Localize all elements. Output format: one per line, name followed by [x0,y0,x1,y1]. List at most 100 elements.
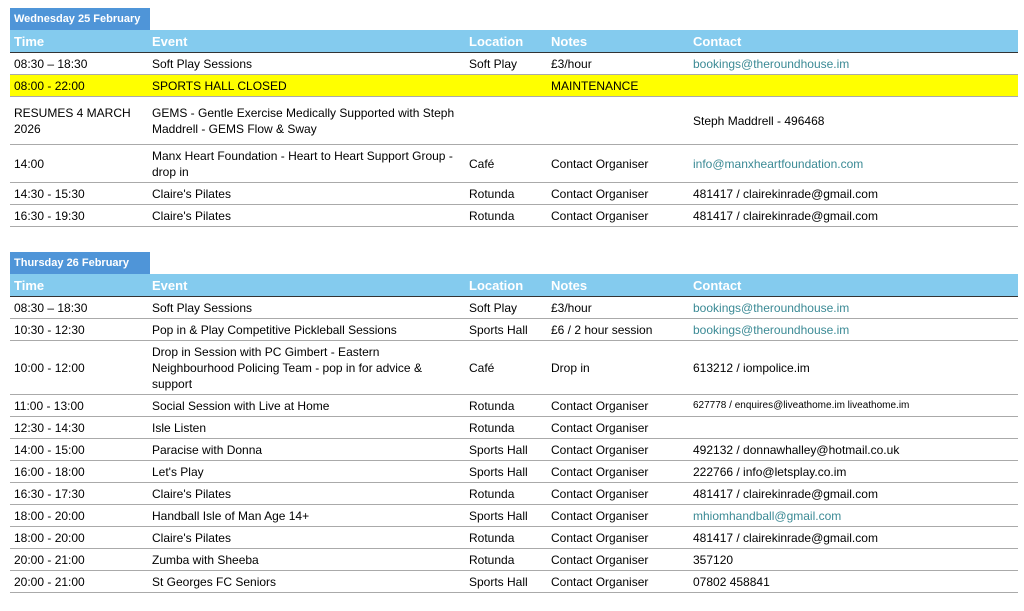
cell: £6 / 2 hour session [547,318,689,341]
cell: Soft Play [465,296,547,319]
cell: 492132 / donnawhalley@hotmail.co.uk [689,438,1018,461]
cell: 14:00 - 15:00 [10,438,148,461]
cell: Zumba with Sheeba [148,548,465,571]
cell [689,416,1018,439]
cell: 18:00 - 20:00 [10,504,148,527]
schedule-row: 18:00 - 20:00 Claire's Pilates Rotunda Cont… [10,526,1018,549]
cell: Sports Hall [465,438,547,461]
day-tab: Thursday 26 February [10,252,150,274]
cell: Rotunda [465,394,547,417]
email-link[interactable]: bookings@theroundhouse.im [693,323,850,337]
cell: Soft Play Sessions [148,296,465,319]
email-link[interactable]: mhiomhandball@gmail.com [693,509,842,523]
cell: Contact Organiser [547,548,689,571]
cell: 481417 / clairekinrade@gmail.com [689,182,1018,205]
cell: 222766 / info@letsplay.co.im [689,460,1018,483]
cell: 14:30 - 15:30 [10,182,148,205]
table-body: 08:30 – 18:30 Soft Play Sessions Soft Play… [10,52,1018,227]
cell: GEMS - Gentle Exercise Medically Support… [148,96,465,145]
cell: Rotunda [465,182,547,205]
table-head: Time Event Location Notes Contact [10,30,1018,53]
cell: Contact Organiser [547,394,689,417]
cell: Drop in [547,340,689,395]
cell: Soft Play [465,52,547,75]
schedule-row: 08:30 – 18:30 Soft Play Sessions Soft Play… [10,52,1018,75]
cell: Contact Organiser [547,204,689,227]
cell: Pop in & Play Competitive Pickleball Ses… [148,318,465,341]
schedule-row: 10:30 - 12:30 Pop in & Play Competitive P… [10,318,1018,341]
cell: RESUMES 4 MARCH 2026 [10,96,148,145]
cell: 18:00 - 20:00 [10,526,148,549]
cell: Contact Organiser [547,182,689,205]
cell: 08:00 - 22:00 [10,74,148,97]
cell: Contact Organiser [547,526,689,549]
column-header: Contact [689,274,1018,297]
cell: 481417 / clairekinrade@gmail.com [689,526,1018,549]
schedule-row: 11:00 - 13:00 Social Session with Live at… [10,394,1018,417]
cell: £3/hour [547,296,689,319]
cell: bookings@theroundhouse.im [689,52,1018,75]
table-body: 08:30 – 18:30 Soft Play Sessions Soft Play… [10,296,1018,593]
cell: Contact Organiser [547,504,689,527]
column-header: Time [10,30,148,53]
schedule-row: 10:00 - 12:00 Drop in Session with PC Gim… [10,340,1018,395]
schedule-row: 08:00 - 22:00 SPORTS HALL CLOSED MAINTENAN… [10,74,1018,97]
schedule-row: 12:30 - 14:30 Isle Listen Rotunda Contact O… [10,416,1018,439]
cell: 613212 / iompolice.im [689,340,1018,395]
header-row: Time Event Location Notes Contact [10,30,1018,53]
header-row: Time Event Location Notes Contact [10,274,1018,297]
cell: Rotunda [465,204,547,227]
cell: Rotunda [465,416,547,439]
day-tab: Wednesday 25 February [10,8,150,30]
schedule-row: 18:00 - 20:00 Handball Isle of Man Age 14… [10,504,1018,527]
schedule-row: 14:00 Manx Heart Foundation - Heart to He… [10,144,1018,183]
cell: info@manxheartfoundation.com [689,144,1018,183]
cell: Manx Heart Foundation - Heart to Heart S… [148,144,465,183]
cell: £3/hour [547,52,689,75]
cell: Contact Organiser [547,482,689,505]
cell: Steph Maddrell - 496468 [689,96,1018,145]
cell: 08:30 – 18:30 [10,52,148,75]
cell: 357120 [689,548,1018,571]
column-header: Location [465,274,547,297]
cell: Rotunda [465,548,547,571]
cell: MAINTENANCE [547,74,689,97]
cell: 07802 458841 [689,570,1018,593]
schedule-row: 20:00 - 21:00 Zumba with Sheeba Rotunda Con… [10,548,1018,571]
schedule-row: 16:00 - 18:00 Let's Play Sports Hall Contac… [10,460,1018,483]
schedule-row: 08:30 – 18:30 Soft Play Sessions Soft Play… [10,296,1018,319]
column-header: Event [148,274,465,297]
cell: Contact Organiser [547,144,689,183]
column-header: Location [465,30,547,53]
email-link[interactable]: bookings@theroundhouse.im [693,57,850,71]
cell: Contact Organiser [547,438,689,461]
column-header: Event [148,30,465,53]
column-header: Contact [689,30,1018,53]
cell: Claire's Pilates [148,526,465,549]
table-head: Time Event Location Notes Contact [10,274,1018,297]
email-link[interactable]: info@manxheartfoundation.com [693,157,864,171]
cell: Claire's Pilates [148,182,465,205]
cell: 12:30 - 14:30 [10,416,148,439]
cell: Sports Hall [465,460,547,483]
column-header: Notes [547,274,689,297]
cell: 481417 / clairekinrade@gmail.com [689,204,1018,227]
schedule-row: 16:30 - 17:30 Claire's Pilates Rotunda Cont… [10,482,1018,505]
cell: Isle Listen [148,416,465,439]
cell: Sports Hall [465,504,547,527]
cell: Sports Hall [465,570,547,593]
cell: Rotunda [465,482,547,505]
cell: Handball Isle of Man Age 14+ [148,504,465,527]
email-link[interactable]: bookings@theroundhouse.im [693,301,850,315]
cell: 16:30 - 17:30 [10,482,148,505]
cell: 10:30 - 12:30 [10,318,148,341]
cell: Soft Play Sessions [148,52,465,75]
cell: SPORTS HALL CLOSED [148,74,465,97]
cell: 14:00 [10,144,148,183]
schedule-table: Time Event Location Notes Contact 08:30 – 18:… [10,274,1018,593]
cell: 11:00 - 13:00 [10,394,148,417]
cell: Claire's Pilates [148,482,465,505]
cell: 20:00 - 21:00 [10,570,148,593]
schedule-table: Time Event Location Notes Contact 08:30 – 18:… [10,30,1018,227]
cell: Paracise with Donna [148,438,465,461]
